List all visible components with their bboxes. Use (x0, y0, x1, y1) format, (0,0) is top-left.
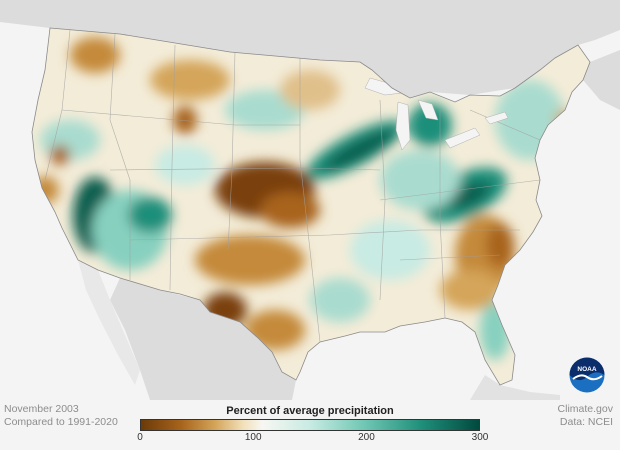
map-caption-left: November 2003 Compared to 1991-2020 (4, 403, 118, 429)
legend-ticks: 0 100 200 300 (137, 432, 488, 446)
legend-tick: 200 (358, 432, 375, 443)
surrounding-land (0, 0, 620, 400)
baseline-label: Compared to 1991-2020 (4, 416, 118, 428)
map-caption-right: Climate.gov Data: NCEI (558, 403, 613, 429)
us-precip-field (32, 28, 590, 385)
us-outline (31, 27, 591, 386)
noaa-logo: NOAA (569, 357, 605, 393)
legend-tick: 100 (244, 432, 262, 443)
precipitation-map (0, 0, 620, 400)
source-credit: Climate.gov (557, 403, 613, 415)
data-credit: Data: NCEI (559, 416, 613, 428)
legend-tick: 300 (471, 432, 489, 443)
legend-title: Percent of average precipitation (226, 405, 394, 417)
period-label: November 2003 (4, 403, 79, 415)
legend-tick: 0 (137, 432, 143, 443)
svg-text:NOAA: NOAA (577, 366, 596, 373)
legend-color-bar (140, 419, 480, 431)
color-legend: Percent of average precipitation 0 100 2… (137, 405, 488, 446)
